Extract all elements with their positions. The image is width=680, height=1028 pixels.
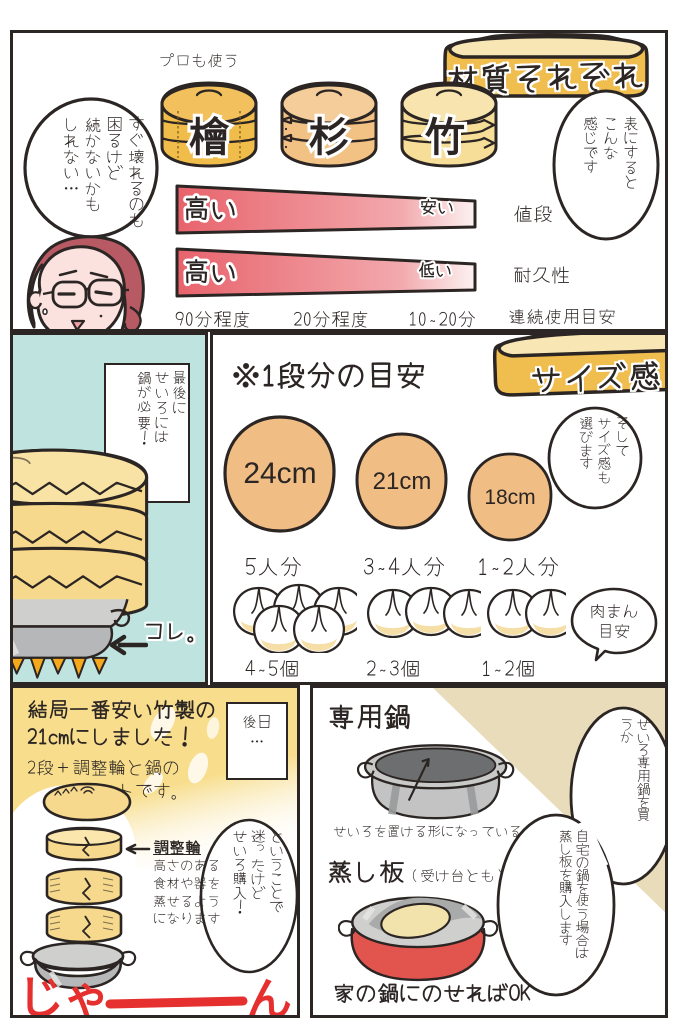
svg-text:24cm: 24cm [243, 457, 316, 490]
svg-text:低い: 低い [418, 256, 452, 281]
svg-text:21cm: 21cm [373, 468, 432, 495]
svg-text:目安: 目安 [598, 618, 631, 642]
svg-text:高い: 高い [183, 250, 237, 289]
svg-text:高い: 高い [183, 187, 237, 226]
svg-text:18cm: 18cm [484, 486, 535, 509]
svg-text:じゃ: じゃ [18, 970, 110, 1018]
svg-text:杉: 杉 [309, 116, 349, 160]
svg-text:竹: 竹 [425, 116, 465, 160]
svg-text:安い: 安い [420, 193, 454, 218]
svg-text:ん: ん [245, 973, 292, 1018]
svg-text:檜: 檜 [189, 115, 230, 160]
